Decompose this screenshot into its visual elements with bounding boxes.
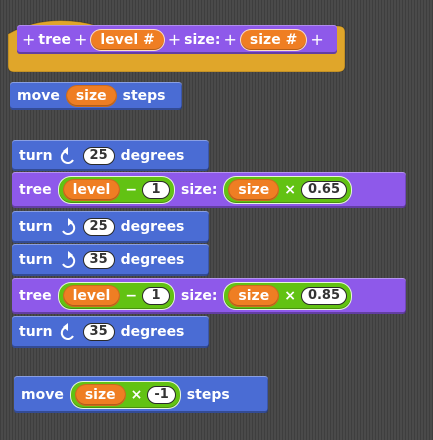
plus-icon[interactable]: + [22, 30, 36, 49]
hat-block[interactable]: + tree + level # + size: + size # + [8, 12, 345, 72]
turn-right-block[interactable]: turn 25 degrees [12, 211, 209, 243]
plus-icon[interactable]: + [74, 30, 88, 49]
rotate-cw-icon [59, 251, 77, 269]
variable-size[interactable]: size [74, 383, 126, 406]
times-operator[interactable]: size × 0.65 [223, 176, 353, 204]
param-size[interactable]: size # [239, 28, 308, 51]
block-label-size: size: [181, 288, 218, 304]
block-prototype[interactable]: + tree + level # + size: + size # + [17, 25, 337, 54]
prototype-label-size: size: [184, 31, 221, 48]
block-label-move: move [21, 386, 64, 403]
turn-right-block[interactable]: turn 35 degrees [12, 244, 209, 276]
minus-operator[interactable]: level − 1 [57, 282, 176, 310]
block-label-size: size: [181, 182, 218, 198]
plus-icon[interactable]: + [167, 30, 182, 49]
prototype-label-tree: tree [38, 31, 71, 48]
number-input[interactable]: -1 [147, 385, 176, 404]
degrees-input[interactable]: 35 [82, 251, 115, 269]
variable-level[interactable]: level [62, 179, 121, 201]
move-block[interactable]: move size steps [10, 82, 182, 110]
times-operator[interactable]: size × 0.85 [223, 282, 353, 310]
number-input[interactable]: 0.65 [300, 181, 348, 199]
times-symbol: × [284, 182, 296, 198]
minus-symbol: − [125, 288, 138, 304]
variable-size[interactable]: size [228, 285, 280, 307]
block-label-steps: steps [186, 386, 230, 403]
degrees-input[interactable]: 35 [82, 323, 115, 341]
degrees-input[interactable]: 25 [82, 146, 115, 165]
number-input[interactable]: 1 [142, 181, 171, 199]
block-label-turn: turn [19, 147, 53, 164]
rotate-cw-icon [59, 218, 77, 236]
minus-operator[interactable]: level − 1 [57, 176, 176, 204]
plus-icon[interactable]: + [223, 30, 237, 49]
tree-call-block[interactable]: tree level − 1 size: size × 0.85 [12, 278, 406, 314]
times-symbol: × [130, 386, 143, 403]
times-operator[interactable]: size × -1 [69, 380, 181, 409]
block-label-degrees: degrees [120, 219, 185, 235]
variable-size[interactable]: size [65, 85, 117, 107]
block-label-turn: turn [19, 252, 53, 268]
block-label-move: move [17, 88, 60, 104]
number-input[interactable]: 1 [142, 287, 171, 305]
block-label-tree: tree [19, 182, 52, 198]
number-input[interactable]: 0.85 [300, 287, 348, 305]
block-label-degrees: degrees [120, 252, 185, 268]
rotate-ccw-icon [59, 146, 77, 165]
degrees-input[interactable]: 25 [82, 218, 115, 236]
move-block[interactable]: move size × -1 steps [14, 376, 268, 413]
param-level[interactable]: level # [90, 28, 165, 51]
times-symbol: × [284, 288, 296, 304]
block-label-tree: tree [19, 288, 52, 304]
variable-size[interactable]: size [228, 179, 280, 201]
block-label-turn: turn [19, 324, 53, 340]
turn-left-block[interactable]: turn 35 degrees [12, 316, 209, 348]
variable-level[interactable]: level [62, 285, 121, 307]
block-label-turn: turn [19, 219, 53, 235]
block-label-degrees: degrees [120, 324, 185, 340]
block-label-degrees: degrees [120, 147, 185, 164]
minus-symbol: − [125, 182, 138, 198]
plus-icon[interactable]: + [310, 30, 324, 49]
tree-call-block[interactable]: tree level − 1 size: size × 0.65 [12, 172, 406, 208]
rotate-ccw-icon [59, 323, 77, 341]
block-label-steps: steps [122, 88, 166, 104]
turn-left-block[interactable]: turn 25 degrees [12, 140, 209, 171]
